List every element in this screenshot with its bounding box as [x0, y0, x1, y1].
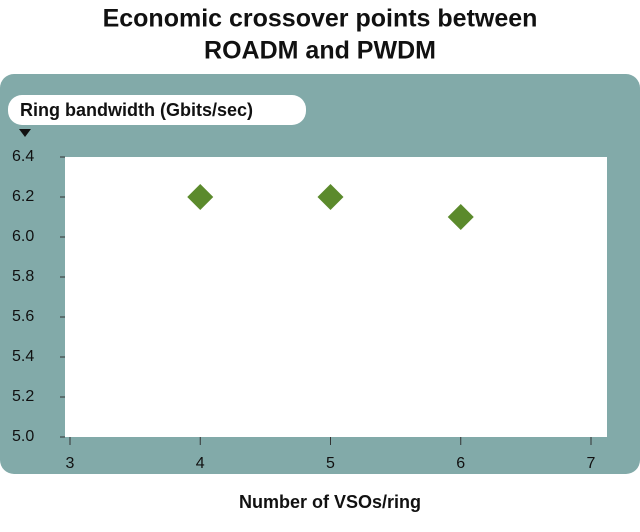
y-tick-label: 5.0	[12, 428, 34, 445]
y-tick-label: 6.0	[12, 228, 34, 245]
x-axis-label: Number of VSOs/ring	[239, 492, 421, 512]
y-tick-label: 6.2	[12, 188, 34, 205]
y-tick-label: 5.2	[12, 388, 34, 405]
x-tick-label: 7	[587, 455, 596, 472]
x-tick-label: 5	[326, 455, 335, 472]
x-tick-label: 3	[66, 455, 75, 472]
chart-title: Economic crossover points between	[103, 5, 538, 33]
y-tick-label: 5.4	[12, 348, 34, 365]
y-tick-label: 5.8	[12, 268, 34, 285]
y-axis-label: Ring bandwidth (Gbits/sec)	[20, 100, 253, 120]
point	[187, 184, 214, 210]
y-tick-label: 6.4	[12, 148, 34, 165]
chart-title: ROADM and PWDM	[204, 37, 436, 65]
x-tick-label: 6	[456, 455, 465, 472]
x-tick-label: 4	[196, 455, 205, 472]
arrow	[19, 129, 31, 137]
point	[447, 204, 474, 230]
y-tick-label: 5.6	[12, 308, 34, 325]
point	[317, 184, 344, 210]
y-label-box	[8, 95, 306, 125]
